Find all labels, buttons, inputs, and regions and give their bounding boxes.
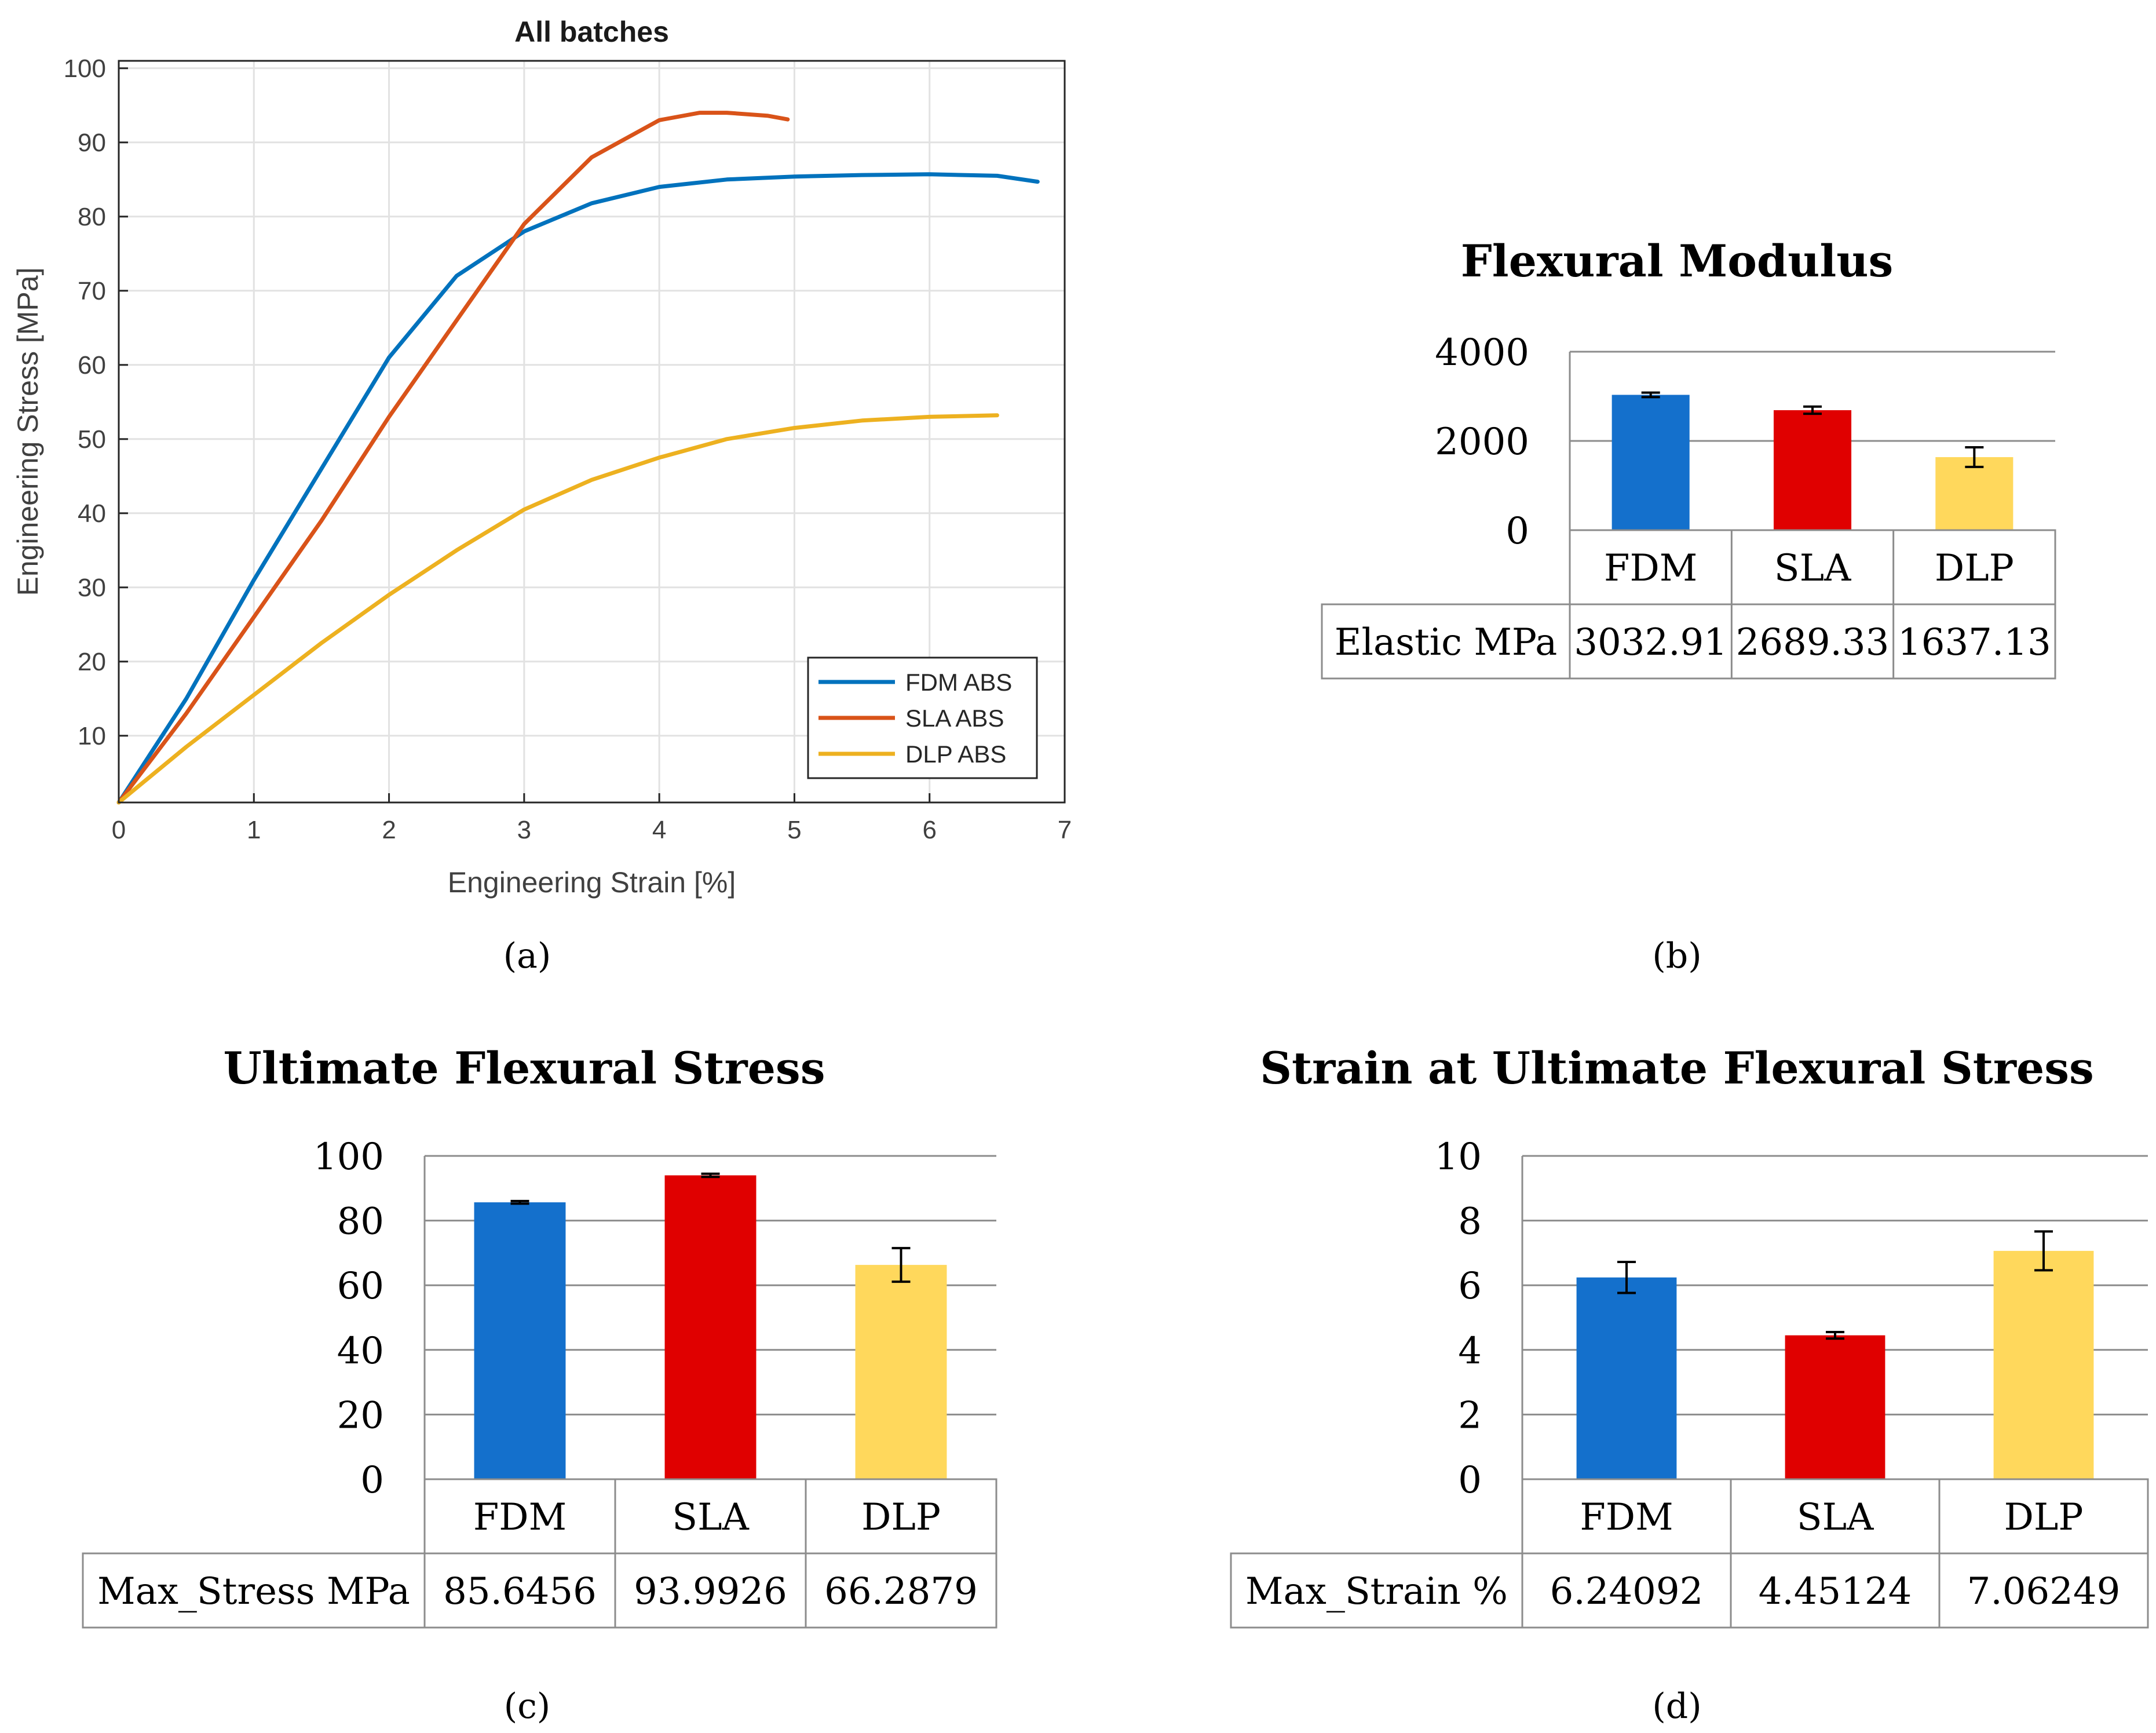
y-tick-label: 60 bbox=[78, 351, 106, 380]
table-category-label: DLP bbox=[861, 1496, 941, 1539]
y-tick-label: 40 bbox=[78, 499, 106, 528]
bar-fdm bbox=[474, 1202, 566, 1479]
table-category-label: DLP bbox=[1935, 547, 2014, 590]
x-tick-label: 5 bbox=[787, 816, 801, 844]
y-tick-label: 60 bbox=[337, 1265, 384, 1308]
y-tick-label: 100 bbox=[64, 54, 106, 83]
y-axis-label-a: Engineering Stress [MPa] bbox=[12, 268, 44, 596]
table-category-label: SLA bbox=[672, 1496, 749, 1539]
x-tick-label: 7 bbox=[1058, 816, 1072, 844]
table-category-label: FDM bbox=[1580, 1496, 1673, 1539]
table-value: 2689.33 bbox=[1736, 621, 1890, 664]
chart-title-b: Flexural Modulus bbox=[1461, 235, 1894, 287]
caption-b: (b) bbox=[1652, 936, 1701, 976]
series-line-fdm-abs bbox=[116, 172, 1040, 805]
bar-sla bbox=[664, 1175, 757, 1479]
series-line-sla-abs bbox=[116, 111, 790, 805]
panel-d-strain-at-ultimate-stress-chart: Strain at Ultimate Flexural Stress 0 2 4 6 8 1… bbox=[1230, 1042, 2149, 1629]
chart-title-d: Strain at Ultimate Flexural Stress bbox=[1260, 1042, 2094, 1094]
y-tick-label: 90 bbox=[78, 129, 106, 157]
table-value: 66.2879 bbox=[824, 1570, 978, 1613]
table-category-label: FDM bbox=[473, 1496, 567, 1539]
table-value: 93.9926 bbox=[634, 1570, 787, 1613]
table-value: 85.6456 bbox=[443, 1570, 597, 1613]
y-tick-label: 4000 bbox=[1435, 331, 1529, 374]
table-value: 6.24092 bbox=[1550, 1570, 1704, 1613]
chart-title-a: All batches bbox=[514, 16, 669, 48]
y-tick-label: 0 bbox=[360, 1459, 384, 1502]
caption-a: (a) bbox=[503, 936, 551, 976]
bar-fdm bbox=[1611, 395, 1690, 530]
table-value: 1637.13 bbox=[1898, 621, 2051, 664]
table-value: 4.45124 bbox=[1759, 1570, 1912, 1613]
table-category-label: SLA bbox=[1797, 1496, 1874, 1539]
x-tick-label: 1 bbox=[247, 816, 261, 844]
panel-a-stress-strain-chart: 0 1 2 3 4 5 6 7 10 20 30 40 50 60 70 80 90 100 All batches… bbox=[12, 16, 1072, 899]
y-tick-label: 20 bbox=[337, 1394, 384, 1437]
bar-dlp bbox=[1993, 1250, 2094, 1479]
caption-d: (d) bbox=[1652, 1686, 1701, 1727]
y-tick-label: 8 bbox=[1458, 1201, 1482, 1243]
x-tick-label: 6 bbox=[922, 816, 936, 844]
table-row-label: Max_Strain % bbox=[1245, 1570, 1508, 1613]
panel-b-flexural-modulus-chart: Flexural Modulus 0 2000 4000 FDM 3032.91 SLA 26… bbox=[1321, 235, 2056, 680]
table-category-label: DLP bbox=[2004, 1496, 2084, 1539]
y-tick-label: 70 bbox=[78, 277, 106, 305]
chart-title-c: Ultimate Flexural Stress bbox=[223, 1042, 825, 1094]
y-tick-label: 10 bbox=[78, 722, 106, 750]
bar-fdm bbox=[1576, 1277, 1677, 1479]
panel-c-ultimate-flexural-stress-chart: Ultimate Flexural Stress 0 20 40 60 80 100 FDM 8… bbox=[82, 1042, 997, 1629]
legend-label: DLP ABS bbox=[905, 740, 1006, 768]
table-row-label: Max_Stress MPa bbox=[97, 1570, 410, 1613]
y-tick-label: 30 bbox=[78, 574, 106, 602]
caption-c: (c) bbox=[504, 1686, 550, 1727]
table-category-label: SLA bbox=[1774, 547, 1851, 590]
table-category-label: FDM bbox=[1604, 547, 1697, 590]
x-tick-label: 4 bbox=[652, 816, 666, 844]
bar-dlp bbox=[855, 1265, 947, 1479]
legend-label: SLA ABS bbox=[905, 705, 1004, 732]
y-tick-label: 80 bbox=[78, 203, 106, 231]
bar-dlp bbox=[1935, 457, 2014, 530]
y-tick-label: 2 bbox=[1458, 1394, 1482, 1437]
bar-sla bbox=[1773, 410, 1852, 530]
y-tick-label: 2000 bbox=[1435, 421, 1529, 464]
y-tick-label: 80 bbox=[337, 1201, 384, 1243]
y-tick-label: 10 bbox=[1435, 1136, 1482, 1179]
y-tick-label: 50 bbox=[78, 425, 106, 454]
x-tick-label: 3 bbox=[517, 816, 531, 844]
x-tick-label: 2 bbox=[382, 816, 396, 844]
series-line-dlp-abs bbox=[116, 413, 999, 805]
legend-label: FDM ABS bbox=[905, 669, 1012, 696]
y-tick-label: 100 bbox=[313, 1136, 384, 1179]
y-tick-label: 0 bbox=[1505, 510, 1529, 553]
x-axis-label-a: Engineering Strain [%] bbox=[448, 866, 736, 899]
table-row-label: Elastic MPa bbox=[1335, 621, 1557, 664]
x-tick-label: 0 bbox=[112, 816, 126, 844]
y-tick-label: 20 bbox=[78, 648, 106, 676]
table-value: 7.06249 bbox=[1967, 1570, 2121, 1613]
y-tick-label: 6 bbox=[1458, 1265, 1482, 1308]
plot-frame-a bbox=[118, 60, 1066, 804]
bar-sla bbox=[1785, 1335, 1885, 1479]
y-tick-label: 0 bbox=[1458, 1459, 1482, 1502]
y-tick-label: 40 bbox=[337, 1330, 384, 1373]
table-value: 3032.91 bbox=[1574, 621, 1727, 664]
y-tick-label: 4 bbox=[1458, 1330, 1482, 1373]
